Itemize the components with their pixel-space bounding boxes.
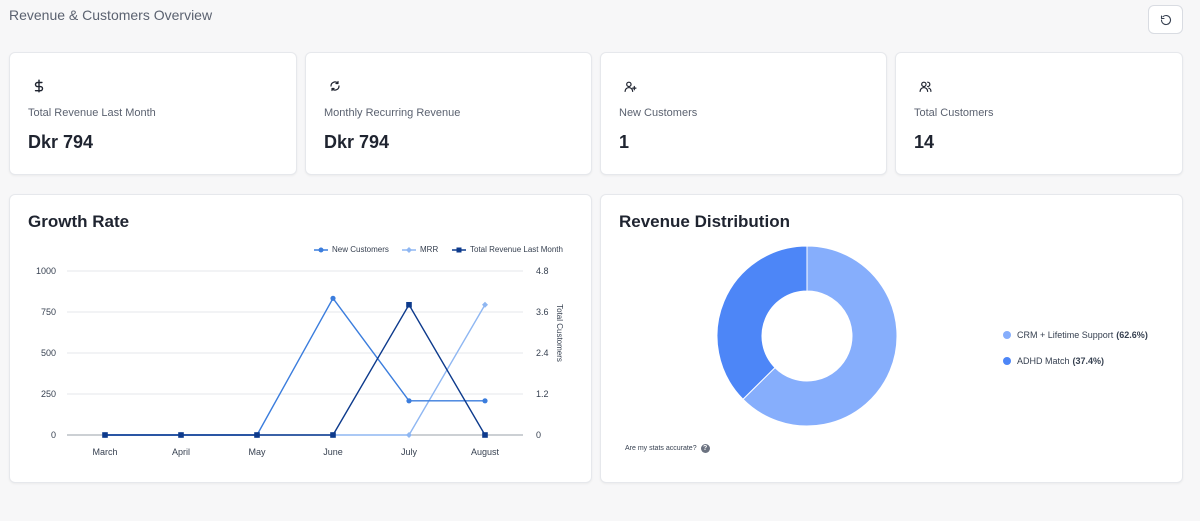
y-left-tick-label: 1000 xyxy=(36,266,56,276)
stat-label: Monthly Recurring Revenue xyxy=(324,107,461,119)
data-point xyxy=(102,432,108,438)
data-point xyxy=(254,432,260,438)
stat-label: Total Revenue Last Month xyxy=(28,107,156,119)
users-icon xyxy=(914,75,936,97)
y-left-tick-label: 250 xyxy=(41,389,56,399)
revenue-distribution-title: Revenue Distribution xyxy=(619,212,790,231)
x-tick-label: July xyxy=(401,447,418,457)
stats-accuracy-text: Are my stats accurate? xyxy=(625,445,697,452)
user-plus-icon xyxy=(619,75,641,97)
stat-value: 14 xyxy=(914,132,935,152)
data-point xyxy=(254,432,260,438)
data-point xyxy=(406,301,412,308)
x-tick-label: March xyxy=(92,447,117,457)
stat-value: Dkr 794 xyxy=(28,132,94,152)
donut-legend-item[interactable]: CRM + Lifetime Support (62.6%) xyxy=(1003,330,1148,340)
data-point xyxy=(178,432,184,438)
legend-label: MRR xyxy=(420,245,439,254)
revenue-distribution-panel: Revenue Distribution CRM + Lifetime Supp… xyxy=(600,194,1183,483)
revenue-distribution-donut xyxy=(716,245,898,427)
data-point xyxy=(254,432,260,438)
data-point xyxy=(102,432,108,438)
data-point xyxy=(406,398,412,404)
y-right-tick-label: 2.4 xyxy=(536,348,549,358)
stat-card-new-customers: New Customers 1 xyxy=(600,52,887,175)
x-tick-label: May xyxy=(248,447,266,457)
recurring-icon xyxy=(324,75,346,97)
data-point xyxy=(482,301,488,308)
stat-value: Dkr 794 xyxy=(324,132,390,152)
growth-rate-panel: Growth Rate New Customers MRR Total Reve… xyxy=(9,194,592,483)
data-point xyxy=(406,432,412,438)
legend-line-marker xyxy=(314,247,328,252)
growth-rate-chart: 0 250 500 750 1000 0 1.2 2.4 3.6 4.8 Total Custome… xyxy=(36,266,564,457)
legend-line-marker xyxy=(402,246,416,253)
y-left-tick-label: 500 xyxy=(41,348,56,358)
legend-dot xyxy=(1003,331,1011,339)
data-point xyxy=(102,432,108,438)
y-left-tick-label: 0 xyxy=(51,430,56,440)
x-tick-label: April xyxy=(172,447,190,457)
y-right-tick-label: 3.6 xyxy=(536,307,549,317)
help-icon[interactable]: ? xyxy=(700,444,710,453)
y-right-tick-label: 1.2 xyxy=(536,389,549,399)
refresh-button[interactable] xyxy=(1148,5,1183,34)
data-point xyxy=(330,432,336,438)
y-right-tick-label: 4.8 xyxy=(536,266,549,276)
stat-label: Total Customers xyxy=(914,107,994,119)
legend-mrr[interactable]: MRR xyxy=(402,245,438,254)
donut-legend-item[interactable]: ADHD Match (37.4%) xyxy=(1003,356,1104,366)
stat-card-total-revenue: Total Revenue Last Month Dkr 794 xyxy=(9,52,297,175)
legend-new-customers[interactable]: New Customers xyxy=(314,245,389,254)
stat-label: New Customers xyxy=(619,107,698,119)
series-line xyxy=(105,297,485,436)
growth-rate-title: Growth Rate xyxy=(28,212,130,231)
y-left-tick-label: 750 xyxy=(41,307,56,317)
x-tick-label: August xyxy=(471,447,500,457)
donut-slice xyxy=(742,245,898,427)
legend-label: CRM + Lifetime Support xyxy=(1017,330,1114,340)
legend-line-marker xyxy=(452,247,466,252)
stats-accuracy-link[interactable]: Are my stats accurate? ? xyxy=(625,444,710,453)
series-line xyxy=(105,304,486,436)
legend-label: New Customers xyxy=(332,245,389,254)
series-line xyxy=(105,303,486,436)
legend-label: Total Revenue Last Month xyxy=(470,245,563,254)
data-point xyxy=(330,432,336,438)
x-tick-label: June xyxy=(323,447,343,457)
data-point xyxy=(482,432,488,438)
data-point xyxy=(330,295,336,301)
stat-value: 1 xyxy=(619,132,630,152)
data-point xyxy=(178,432,184,438)
legend-percent: (37.4%) xyxy=(1072,356,1105,366)
y-right-tick-label: 0 xyxy=(536,430,541,440)
data-point xyxy=(482,398,488,404)
legend-dot xyxy=(1003,357,1011,365)
page-title: Revenue & Customers Overview xyxy=(9,7,213,23)
dollar-icon xyxy=(28,75,50,97)
data-point xyxy=(178,432,184,438)
donut-slice xyxy=(716,245,808,400)
legend-total-revenue[interactable]: Total Revenue Last Month xyxy=(452,245,563,254)
refresh-icon xyxy=(1160,14,1171,25)
stat-card-total-customers: Total Customers 14 xyxy=(895,52,1183,175)
legend-label: ADHD Match xyxy=(1017,356,1070,366)
y-right-axis-label: Total Customers xyxy=(555,304,564,362)
stat-card-mrr: Monthly Recurring Revenue Dkr 794 xyxy=(305,52,592,175)
legend-percent: (62.6%) xyxy=(1116,330,1148,340)
